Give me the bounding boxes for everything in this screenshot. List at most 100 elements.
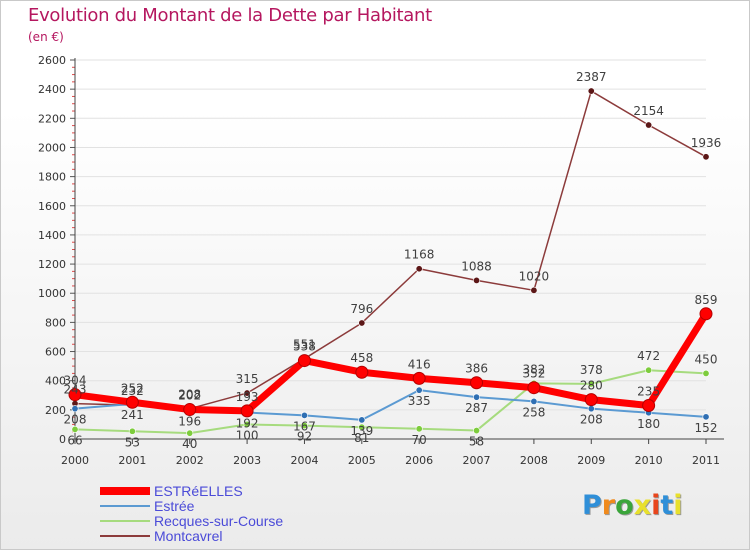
y-tick-label: 0: [59, 433, 66, 446]
data-point: [415, 265, 423, 273]
logo-letter: x: [633, 490, 652, 521]
data-point: [243, 389, 251, 397]
legend-swatch: [100, 520, 150, 522]
data-point: [240, 404, 254, 418]
data-point: [645, 366, 653, 374]
y-tick-label: 1800: [38, 171, 66, 184]
data-label: 202: [178, 389, 201, 403]
data-label: 243: [64, 383, 87, 397]
data-point: [128, 427, 136, 435]
data-point: [71, 425, 79, 433]
data-point: [297, 354, 311, 368]
x-tick-label: 2009: [577, 454, 605, 467]
y-tick-label: 1200: [38, 258, 66, 271]
data-label: 1088: [461, 259, 492, 273]
data-label: 538: [293, 340, 316, 354]
y-tick-label: 2400: [38, 83, 66, 96]
data-label: 232: [121, 384, 144, 398]
data-label: 304: [64, 374, 87, 388]
logo-letter: P: [582, 490, 602, 521]
data-label: 208: [580, 413, 603, 427]
data-label: 450: [695, 352, 718, 366]
data-label: 70: [412, 433, 427, 447]
data-label: 1168: [404, 248, 435, 262]
data-point: [71, 405, 79, 413]
data-point: [587, 405, 595, 413]
x-tick-label: 2005: [348, 454, 376, 467]
data-point: [530, 397, 538, 405]
data-label: 66: [67, 433, 82, 447]
data-point: [530, 286, 538, 294]
x-tick-label: 2000: [61, 454, 89, 467]
data-label: 551: [293, 338, 316, 352]
series-line: [74, 369, 707, 435]
data-label: 180: [637, 417, 660, 431]
legend-label: Estrée: [154, 498, 195, 514]
data-label: 58: [469, 435, 484, 449]
data-label: 382: [522, 362, 545, 376]
data-point: [645, 121, 653, 129]
y-tick-label: 800: [45, 316, 66, 329]
data-label: 352: [522, 367, 545, 381]
data-label: 315: [236, 372, 259, 386]
x-tick-label: 2001: [118, 454, 146, 467]
data-point: [584, 393, 598, 407]
y-tick-label: 1600: [38, 200, 66, 213]
logo-letter: t: [660, 490, 674, 521]
y-tick-label: 200: [45, 404, 66, 417]
data-label: 196: [178, 414, 201, 428]
data-label: 167: [293, 419, 316, 433]
legend-label: ESTRéELLES: [154, 483, 243, 499]
data-point: [358, 423, 366, 431]
data-point: [699, 307, 713, 321]
data-label: 258: [522, 405, 545, 419]
data-label: 280: [580, 379, 603, 393]
data-point: [470, 376, 484, 390]
data-point: [702, 153, 710, 161]
data-point: [300, 411, 308, 419]
y-tick-label: 400: [45, 375, 66, 388]
data-point: [642, 398, 656, 412]
data-point: [702, 369, 710, 377]
data-point: [355, 365, 369, 379]
y-tick-label: 2600: [38, 54, 66, 67]
x-tick-label: 2006: [405, 454, 433, 467]
data-label: 53: [125, 435, 140, 449]
data-label: 241: [121, 408, 144, 422]
data-label: 796: [350, 302, 373, 316]
data-label: 81: [354, 431, 369, 445]
legend-swatch: [100, 505, 150, 507]
x-tick-label: 2010: [635, 454, 663, 467]
data-label: 192: [236, 416, 259, 430]
data-label: 100: [236, 428, 259, 442]
data-label: 859: [695, 293, 718, 307]
data-point: [125, 395, 139, 409]
y-tick-label: 2200: [38, 112, 66, 125]
data-label: 252: [121, 381, 144, 395]
data-label: 193: [236, 390, 259, 404]
data-label: 458: [350, 351, 373, 365]
data-point: [186, 429, 194, 437]
y-tick-label: 1000: [38, 287, 66, 300]
y-tick-label: 600: [45, 346, 66, 359]
data-point: [702, 413, 710, 421]
data-label: 208: [178, 388, 201, 402]
data-label: 386: [465, 362, 488, 376]
data-point: [68, 388, 82, 402]
data-label: 2154: [633, 104, 664, 118]
legend-swatch: [100, 487, 150, 495]
data-point: [358, 319, 366, 327]
x-tick-label: 2011: [692, 454, 720, 467]
chart-title: Evolution du Montant de la Dette par Hab…: [28, 5, 432, 26]
data-label: 40: [182, 437, 197, 451]
data-point: [473, 393, 481, 401]
data-point: [300, 422, 308, 430]
data-label: 208: [64, 413, 87, 427]
data-point: [183, 403, 197, 417]
data-label: 235: [637, 384, 660, 398]
logo-letter: r: [601, 490, 616, 521]
series-line: [74, 90, 707, 410]
legend-swatch: [100, 535, 150, 537]
data-label: 2387: [576, 70, 607, 84]
